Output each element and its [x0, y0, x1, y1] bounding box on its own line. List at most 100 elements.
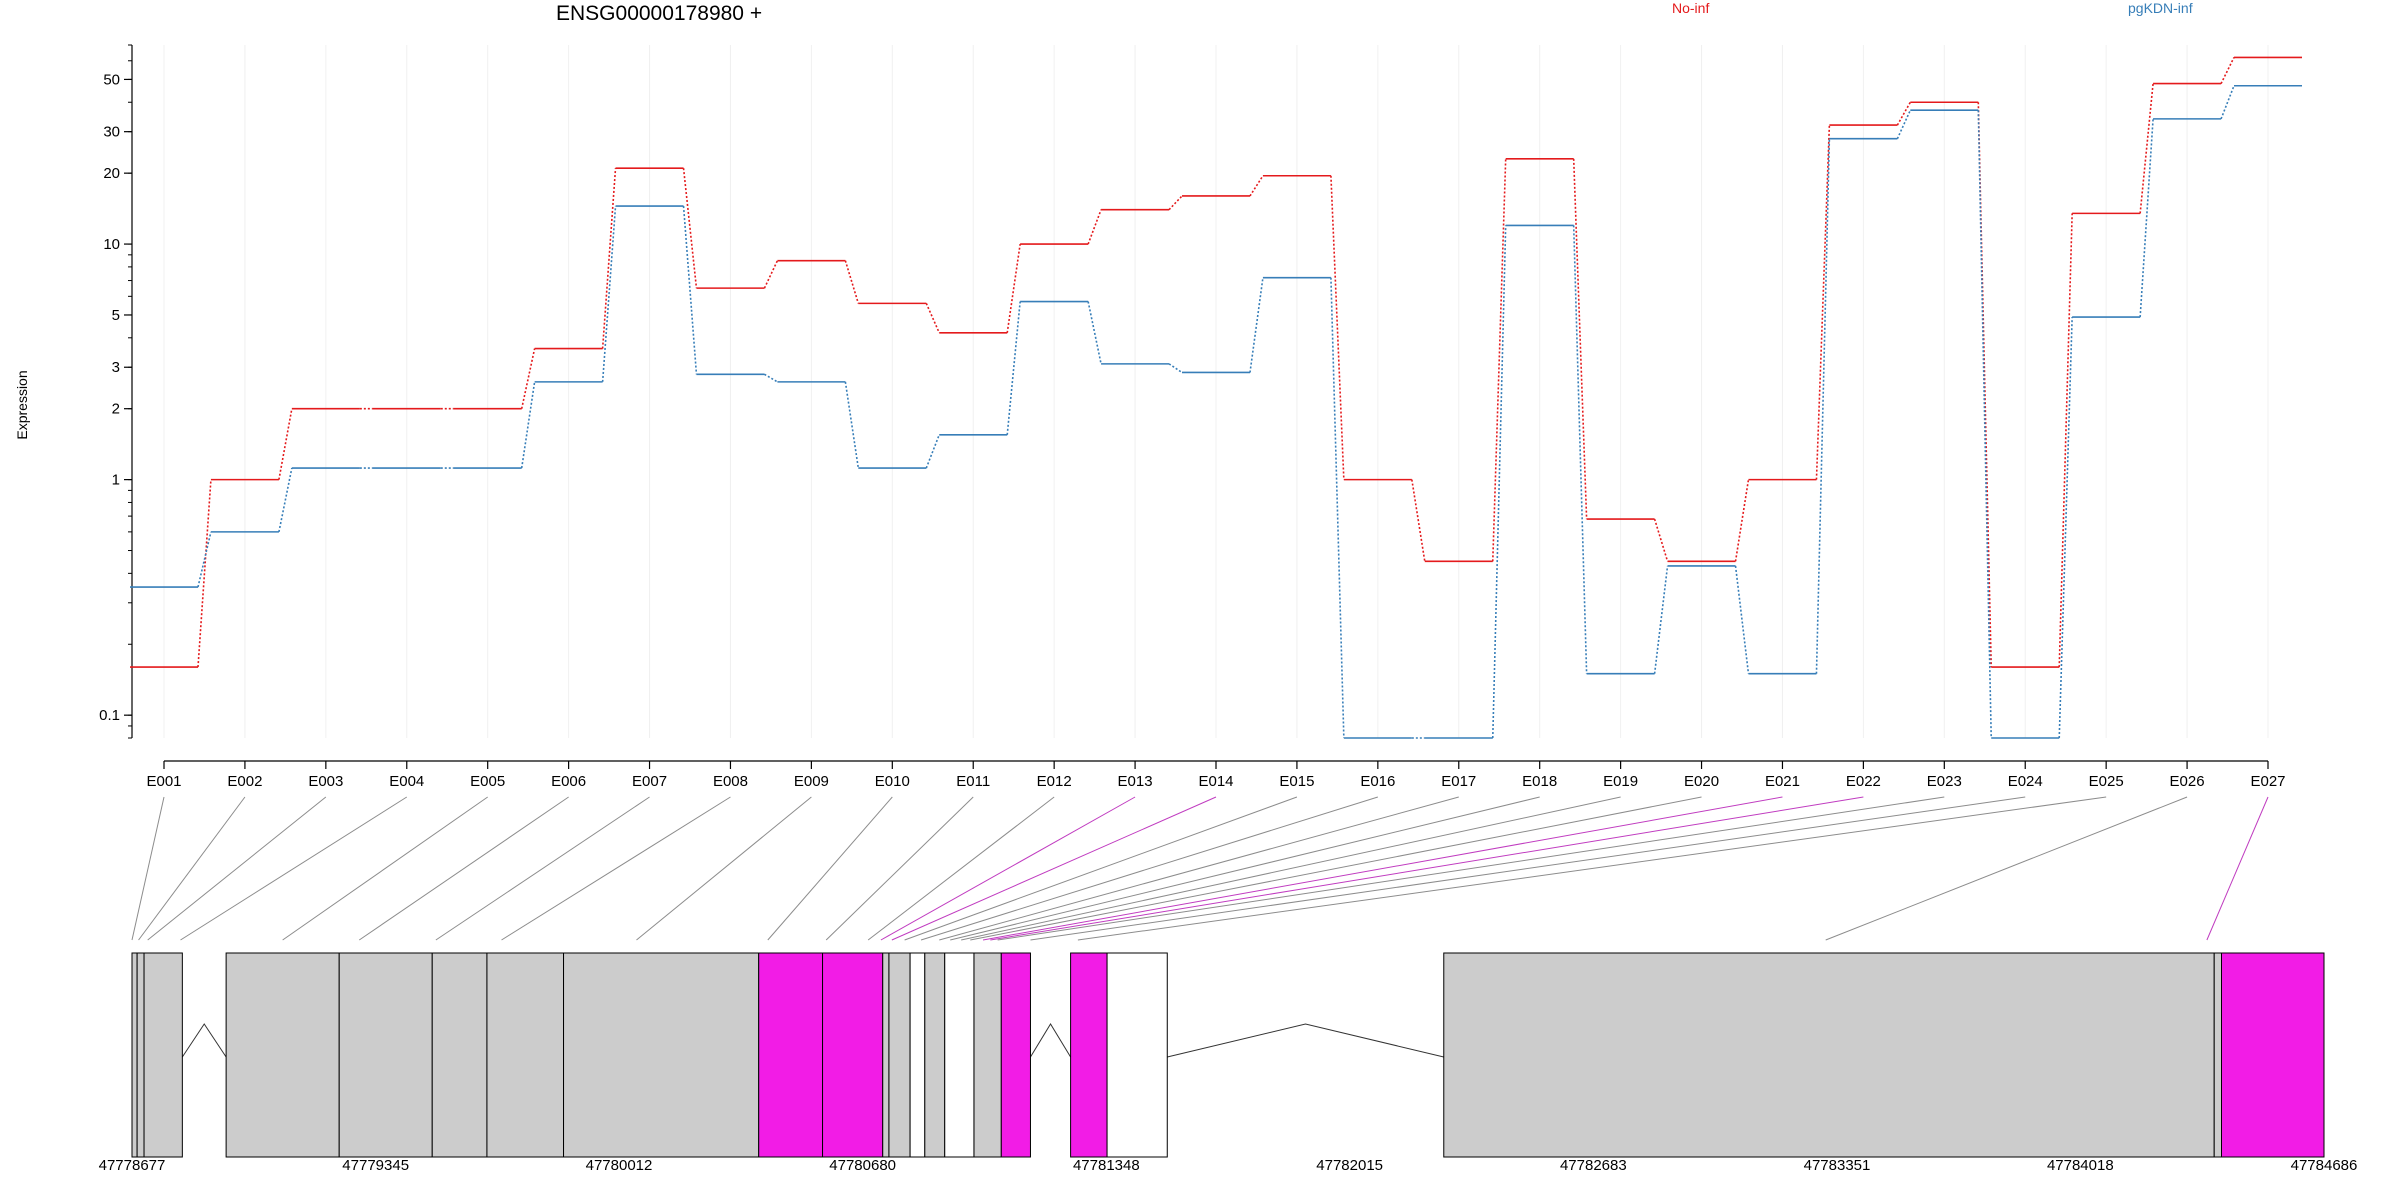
noncoding-box: [1106, 952, 1168, 1158]
noncoding-box: [944, 952, 975, 1158]
data-connector: [278, 408, 293, 480]
exon-box: [143, 952, 183, 1158]
data-connector: [1330, 175, 1345, 480]
x-tick-label: E003: [308, 773, 343, 790]
x-tick-label: E013: [1118, 773, 1153, 790]
y-tick-label: 50: [103, 71, 120, 88]
x-tick-label: E014: [1198, 773, 1233, 790]
exon-connector: [982, 796, 1783, 941]
exon-connector: [2206, 796, 2269, 941]
exon-box: [225, 952, 340, 1158]
data-connector: [2058, 213, 2073, 668]
exon-connector: [147, 796, 327, 941]
genomic-coordinate-label: 47780680: [829, 1157, 896, 1174]
exon-connector: [1077, 796, 2107, 941]
exon-box: [1070, 952, 1108, 1158]
x-tick-label: E016: [1360, 773, 1395, 790]
x-tick-label: E004: [389, 773, 424, 790]
data-connector: [1411, 479, 1426, 562]
data-connector: [1653, 518, 1669, 562]
data-connector: [1977, 110, 1993, 739]
exon-connector: [891, 796, 1217, 941]
genomic-coordinate-label: 47784018: [2047, 1157, 2114, 1174]
exon-box: [1000, 952, 1031, 1158]
data-connector: [1734, 565, 1750, 674]
x-tick-label: E006: [551, 773, 586, 790]
data-connector: [1896, 101, 1912, 126]
exon-connector: [180, 796, 408, 941]
intron-line: [1167, 1023, 1444, 1058]
exon-box: [822, 952, 884, 1158]
data-connector: [2220, 85, 2235, 120]
data-connector: [197, 531, 212, 588]
y-tick-label: 10: [103, 236, 120, 253]
intron-line: [1030, 1023, 1072, 1058]
y-tick-label: 0.1: [99, 707, 120, 724]
exon-connector: [282, 796, 488, 941]
data-connector: [1572, 158, 1588, 520]
legend-pgkdn-inf: pgKDN-inf: [2128, 0, 2193, 16]
data-connector: [2058, 317, 2073, 739]
x-tick-label: E019: [1603, 773, 1638, 790]
data-connector: [520, 381, 536, 469]
exon-box: [888, 952, 911, 1158]
exon-connector: [997, 796, 1945, 941]
data-connector: [763, 260, 779, 289]
x-tick-label: E021: [1765, 773, 1800, 790]
exon-connector: [939, 796, 1459, 941]
y-tick-label: 30: [103, 124, 120, 141]
x-tick-label: E007: [632, 773, 667, 790]
x-tick-label: E022: [1846, 773, 1881, 790]
genomic-coordinate-label: 47780012: [586, 1157, 653, 1174]
x-tick-label: E002: [227, 773, 262, 790]
exon-connector: [920, 796, 1378, 941]
exon-box: [758, 952, 824, 1158]
exon-box: [973, 952, 1002, 1158]
exon-connector: [435, 796, 650, 941]
exon-connector: [131, 796, 165, 941]
x-tick-label: E027: [2250, 773, 2285, 790]
genomic-coordinate-label: 47781348: [1073, 1157, 1140, 1174]
exon-connector: [358, 796, 569, 941]
data-connector: [1006, 243, 1021, 333]
chart-title: ENSG00000178980 +: [556, 2, 763, 25]
genomic-coordinate-label: 47784686: [2291, 1157, 2358, 1174]
x-tick-label: E025: [2089, 773, 2124, 790]
data-connector: [925, 303, 940, 334]
exon-connector: [825, 796, 974, 941]
data-connector: [1168, 195, 1183, 211]
data-connector: [2220, 57, 2235, 84]
y-tick-label: 20: [103, 165, 120, 182]
exon-connector: [867, 796, 1055, 941]
x-tick-label: E015: [1279, 773, 1314, 790]
data-connector: [925, 434, 940, 469]
y-tick-label: 2: [112, 401, 120, 418]
data-connector: [197, 479, 212, 668]
data-connector: [1734, 479, 1750, 562]
data-connector: [2139, 118, 2154, 318]
y-axis-label: Expression: [14, 370, 30, 440]
exon-box: [486, 952, 565, 1158]
genomic-coordinate-label: 47783351: [1804, 1157, 1871, 1174]
data-connector: [1896, 109, 1912, 140]
data-connector: [1815, 125, 1831, 480]
exon-connector: [970, 796, 1702, 941]
data-connector: [682, 205, 698, 375]
genomic-coordinate-label: 47778677: [99, 1157, 166, 1174]
data-connector: [1653, 565, 1669, 674]
x-tick-label: E009: [794, 773, 829, 790]
x-tick-label: E001: [146, 773, 181, 790]
data-connector: [1249, 277, 1264, 373]
exon-connector: [990, 796, 1864, 941]
exon-connector: [961, 796, 1621, 941]
y-tick-label: 3: [112, 359, 120, 376]
exon-connector: [767, 796, 893, 941]
exon-box: [1443, 952, 2215, 1158]
x-tick-label: E026: [2170, 773, 2205, 790]
x-tick-label: E020: [1684, 773, 1719, 790]
x-tick-label: E008: [713, 773, 748, 790]
x-tick-label: E018: [1522, 773, 1557, 790]
series-no-inf: [130, 56, 2302, 668]
y-tick-label: 1: [112, 472, 120, 489]
data-connector: [601, 205, 617, 382]
